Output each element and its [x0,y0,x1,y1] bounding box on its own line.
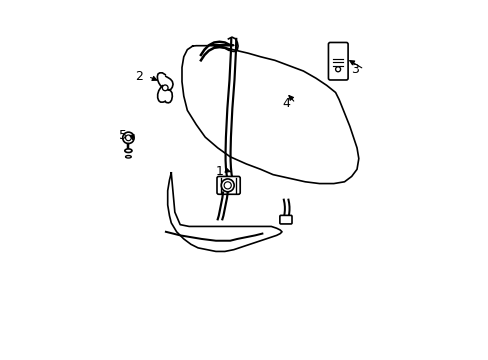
Ellipse shape [125,156,131,158]
Text: 3: 3 [350,63,359,76]
Text: 5: 5 [119,129,127,142]
Circle shape [122,132,134,144]
Circle shape [162,85,168,91]
FancyBboxPatch shape [279,215,291,224]
Ellipse shape [124,149,132,153]
FancyBboxPatch shape [328,42,347,80]
Circle shape [125,135,131,141]
Text: 2: 2 [135,70,143,83]
Text: 4: 4 [282,97,290,110]
Circle shape [221,179,234,192]
Circle shape [335,67,340,72]
Circle shape [224,182,231,189]
FancyBboxPatch shape [217,176,240,194]
Text: 1: 1 [215,165,223,177]
